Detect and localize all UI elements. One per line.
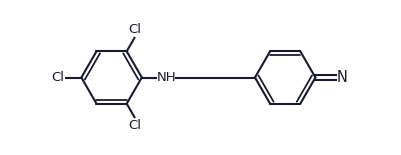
Text: Cl: Cl <box>128 119 141 132</box>
Text: Cl: Cl <box>51 71 64 84</box>
Text: N: N <box>337 70 348 85</box>
Text: Cl: Cl <box>128 23 141 36</box>
Text: NH: NH <box>156 71 176 84</box>
